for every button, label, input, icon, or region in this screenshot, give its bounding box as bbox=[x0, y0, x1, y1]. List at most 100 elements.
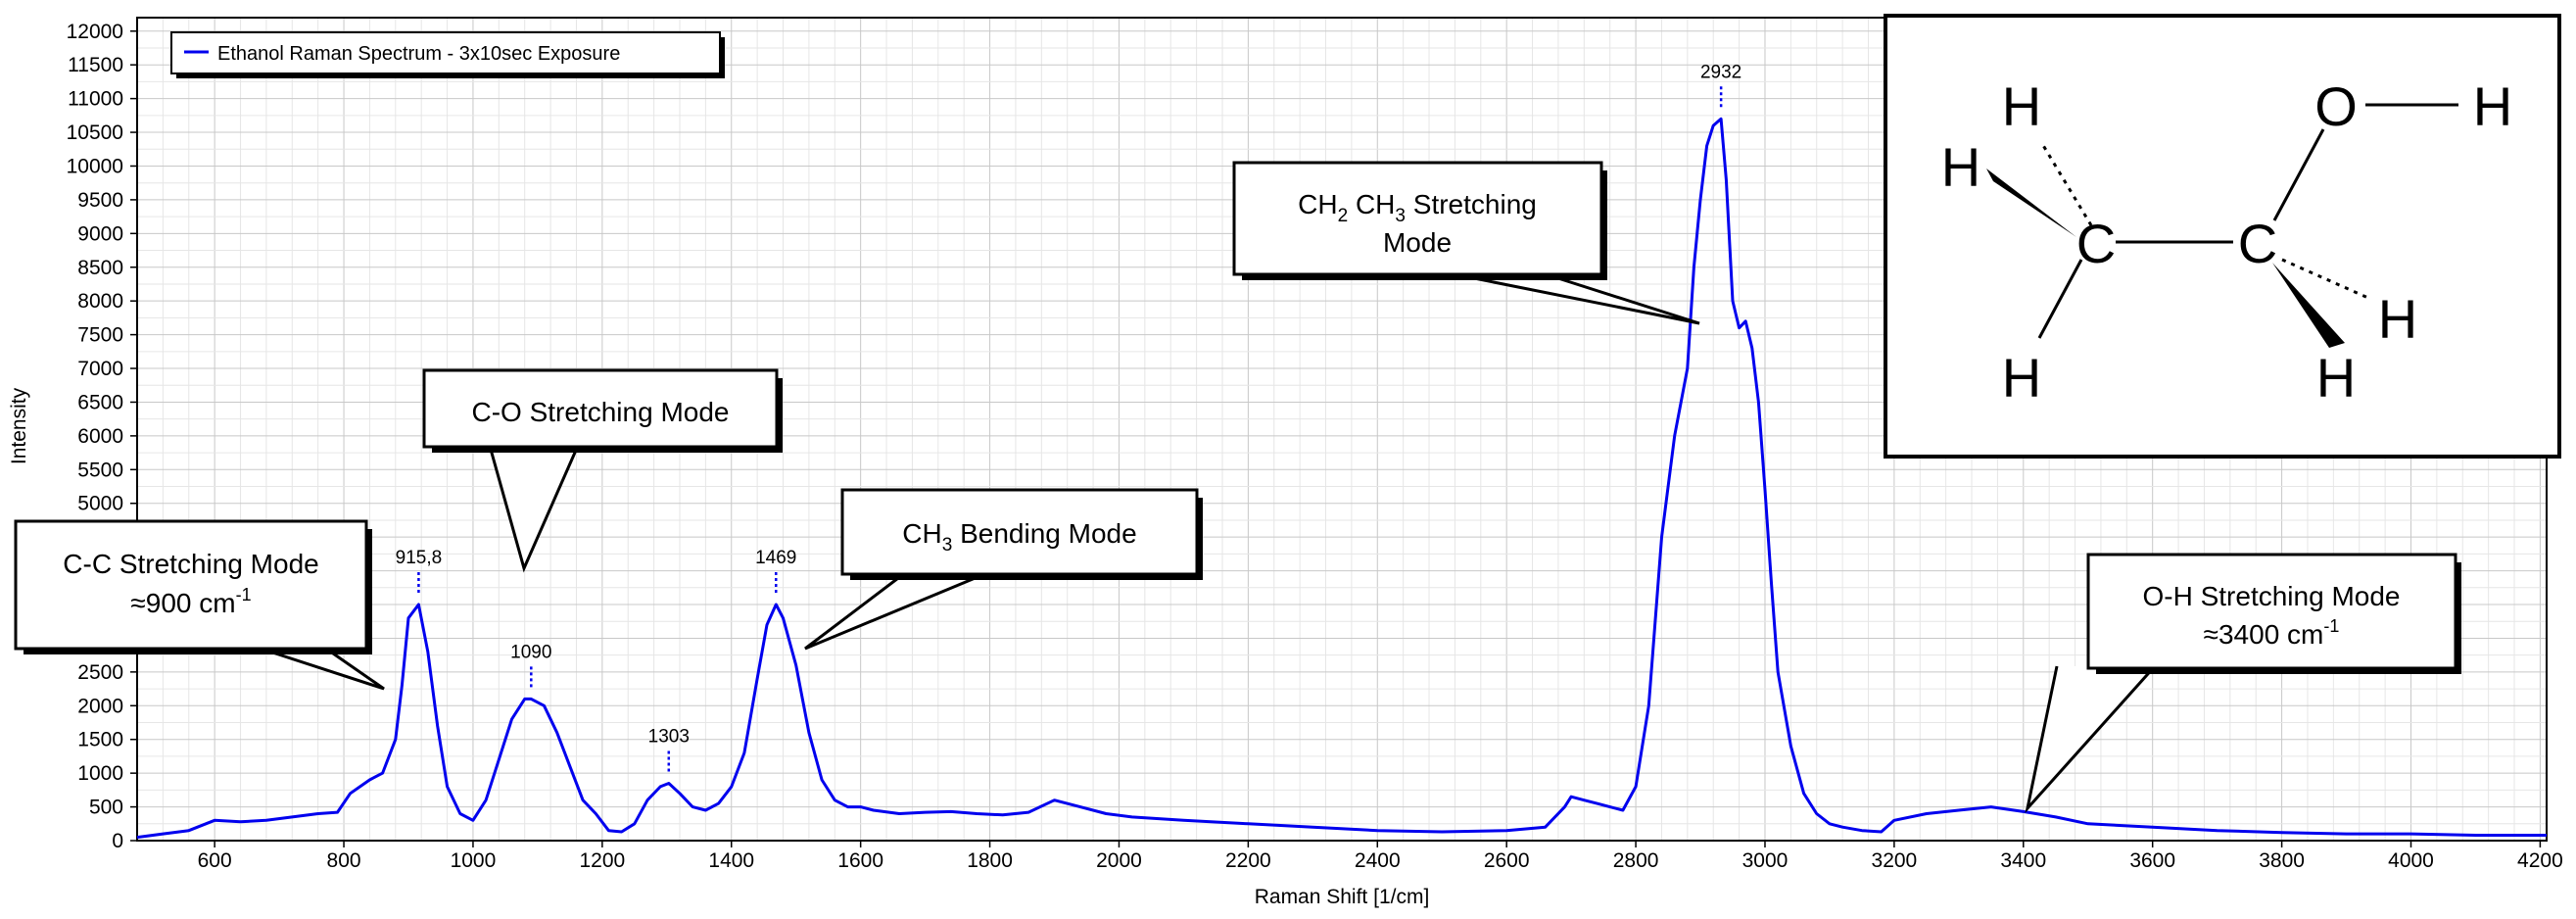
callout-cc-shadow-bottom bbox=[24, 649, 372, 654]
callout-co-pointer bbox=[488, 445, 580, 573]
callout-oh-box bbox=[2086, 553, 2457, 670]
peak-label: 1303 bbox=[648, 726, 690, 747]
y-tick-label: 8000 bbox=[77, 290, 123, 313]
bond-c1-h-left-wedge bbox=[1986, 169, 2076, 237]
x-tick-label: 3600 bbox=[2129, 849, 2175, 872]
y-tick-label: 11000 bbox=[68, 88, 123, 111]
y-tick-label: 500 bbox=[89, 797, 123, 819]
callout-ch2ch3-shadow bbox=[1601, 170, 1607, 280]
atom-c2: C bbox=[2238, 213, 2277, 274]
y-axis-ticks: 0 500 1000 1500 2000 2500 5000 5500 6000 6500 7000… bbox=[67, 21, 137, 852]
y-tick-label: 9500 bbox=[77, 189, 123, 212]
y-tick-label: 5500 bbox=[77, 459, 123, 481]
y-tick-label: 0 bbox=[112, 830, 123, 852]
atom-c1: C bbox=[2076, 213, 2116, 274]
callout-ch2ch3-pointer bbox=[1444, 270, 1700, 325]
y-tick-label: 10500 bbox=[67, 121, 123, 144]
callout-oh-shadow bbox=[2456, 562, 2461, 674]
x-tick-label: 2400 bbox=[1355, 849, 1401, 872]
callout-ch2ch3-box bbox=[1232, 161, 1603, 276]
callout-co: C-O Stretching Mode bbox=[422, 368, 783, 573]
x-tick-label: 3800 bbox=[2259, 849, 2305, 872]
y-tick-label: 12000 bbox=[67, 21, 123, 43]
x-tick-label: 2200 bbox=[1225, 849, 1271, 872]
bond-c1-h-top bbox=[2039, 141, 2093, 226]
ethanol-structure-inset: H H C C O H H H H bbox=[1884, 14, 2561, 459]
y-tick-label: 1500 bbox=[77, 729, 123, 751]
callout-oh-pointer bbox=[2025, 664, 2157, 814]
bond-c2-o bbox=[2272, 128, 2325, 221]
y-tick-label: 6000 bbox=[77, 425, 123, 448]
atom-h-top: H bbox=[2002, 75, 2041, 137]
spectrum-line bbox=[136, 117, 2547, 840]
y-tick-label: 6500 bbox=[77, 391, 123, 413]
x-tick-label: 3400 bbox=[2000, 849, 2046, 872]
legend-box bbox=[170, 31, 721, 74]
callout-ch3-box bbox=[840, 488, 1199, 576]
y-tick-label: 2500 bbox=[77, 661, 123, 684]
atom-o: O bbox=[2314, 75, 2358, 137]
legend-entry: Ethanol Raman Spectrum - 3x10sec Exposur… bbox=[217, 43, 620, 65]
callout-ch3-shadow bbox=[1197, 498, 1203, 580]
x-tick-label: 4200 bbox=[2517, 849, 2563, 872]
peak-label: 915,8 bbox=[396, 548, 443, 568]
atom-h-bottom-right: H bbox=[2316, 347, 2356, 409]
x-tick-label: 1400 bbox=[708, 849, 754, 872]
peak-label: 1090 bbox=[510, 642, 551, 662]
atom-h-right: H bbox=[2378, 288, 2417, 350]
callout-oh: O-H Stretching Mode ≈3400 cm-1 bbox=[2025, 553, 2461, 814]
atom-h-bottom-left: H bbox=[2002, 347, 2041, 409]
y-tick-label: 11500 bbox=[68, 54, 123, 76]
callout-ch2ch3-text: CH2 CH3 Stretching bbox=[1298, 189, 1537, 226]
x-tick-label: 1800 bbox=[967, 849, 1013, 872]
x-tick-label: 3000 bbox=[1742, 849, 1789, 872]
callout-cc-text: C-C Stretching Mode bbox=[63, 549, 318, 579]
callout-cc-pointer bbox=[254, 645, 385, 691]
peak-label: 1469 bbox=[755, 548, 796, 568]
peak-labels: 915,8 1090 1303 1469 2932 bbox=[396, 62, 1741, 772]
callout-ch3: CH3 Bending Mode bbox=[804, 488, 1203, 651]
y-tick-label: 10000 bbox=[67, 155, 123, 177]
y-tick-label: 2000 bbox=[77, 695, 123, 717]
callout-cc-shadow bbox=[366, 529, 372, 654]
callout-oh-text: O-H Stretching Mode bbox=[2143, 581, 2401, 611]
bond-c1-h-bottom bbox=[2037, 259, 2083, 339]
molecule-box bbox=[1884, 14, 2561, 459]
y-tick-label: 7500 bbox=[77, 324, 123, 347]
legend: Ethanol Raman Spectrum - 3x10sec Exposur… bbox=[170, 31, 725, 78]
callout-ch3-text: CH3 Bending Mode bbox=[902, 518, 1136, 556]
callout-cc-text-2: ≈900 cm-1 bbox=[130, 585, 251, 618]
bond-c2-h-right bbox=[2281, 258, 2371, 301]
callout-cc-box bbox=[14, 519, 368, 651]
callout-co-text: C-O Stretching Mode bbox=[472, 397, 730, 427]
y-tick-label: 9000 bbox=[77, 222, 123, 245]
callout-ch2ch3-shadow-bottom bbox=[1242, 274, 1607, 280]
x-tick-label: 1200 bbox=[579, 849, 625, 872]
y-tick-label: 7000 bbox=[77, 358, 123, 380]
callout-co-shadow-bottom bbox=[432, 447, 783, 453]
y-tick-label: 8500 bbox=[77, 257, 123, 279]
peak-label: 2932 bbox=[1700, 62, 1741, 82]
x-tick-label: 2600 bbox=[1484, 849, 1530, 872]
x-tick-label: 4000 bbox=[2388, 849, 2434, 872]
x-tick-label: 2000 bbox=[1096, 849, 1142, 872]
bond-c2-h-bottom-wedge bbox=[2272, 263, 2345, 348]
x-tick-label: 2800 bbox=[1613, 849, 1659, 872]
callout-oh-text-2: ≈3400 cm-1 bbox=[2204, 616, 2340, 650]
callout-co-shadow bbox=[777, 378, 783, 453]
callout-ch2ch3-text-2: Mode bbox=[1383, 227, 1452, 258]
callout-oh-shadow-bottom bbox=[2096, 668, 2461, 674]
y-axis-label: Intensity bbox=[8, 387, 30, 464]
callout-co-box bbox=[422, 368, 779, 449]
x-tick-label: 600 bbox=[198, 849, 232, 872]
x-tick-label: 3200 bbox=[1872, 849, 1918, 872]
callout-cc: C-C Stretching Mode ≈900 cm-1 bbox=[14, 519, 385, 691]
x-tick-label: 1000 bbox=[451, 849, 497, 872]
y-tick-label: 5000 bbox=[77, 493, 123, 515]
y-tick-label: 1000 bbox=[77, 762, 123, 785]
callout-ch3-pointer bbox=[804, 570, 990, 651]
x-axis-ticks: 600 800 1000 1200 1400 1600 1800 2000 2200 2400 26… bbox=[198, 841, 2563, 872]
x-tick-label: 1600 bbox=[837, 849, 883, 872]
callout-ch2ch3: CH2 CH3 Stretching Mode bbox=[1232, 161, 1700, 325]
atom-h-left: H bbox=[1941, 136, 1980, 198]
